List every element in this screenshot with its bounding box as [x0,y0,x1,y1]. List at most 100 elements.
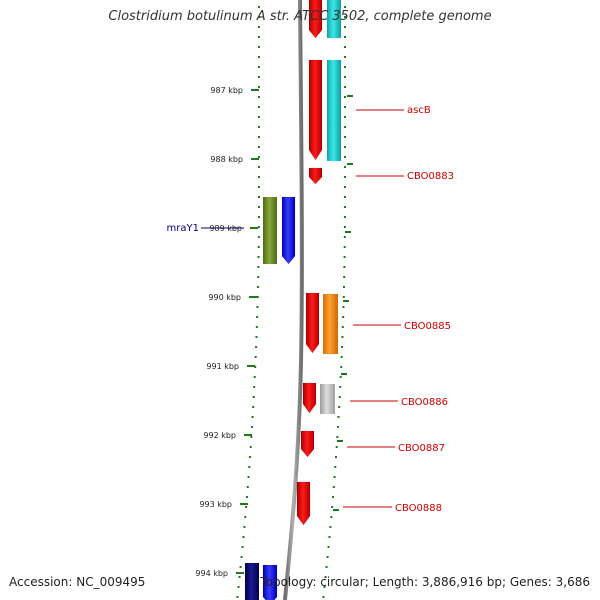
track-dot [239,566,242,568]
track-dot [343,226,346,228]
track-dot [344,96,346,98]
gene-label-ascB[interactable]: ascB [407,105,431,116]
track-dot [258,176,260,178]
track-dot [331,496,334,498]
track-dot [344,186,346,188]
track-dot [344,66,346,68]
track-dot [245,506,248,508]
length-value: 3,886,916 bp [421,575,502,589]
track-dot [252,396,255,398]
track-dot [247,476,250,478]
gene-label-CBO0887[interactable]: CBO0887 [398,443,445,454]
track-dot [258,126,260,128]
track-dot [333,476,336,478]
track-dot [341,346,344,348]
gene-label-CBO0883[interactable]: CBO0883 [407,171,454,182]
track-dot [246,486,249,488]
gene-feature-red [308,0,323,39]
scale-tick [341,373,347,375]
scale-tick [236,572,244,574]
scale-tick [251,89,259,91]
track-dot [252,406,255,408]
track-dot [258,36,260,38]
gene-label-CBO0885[interactable]: CBO0885 [404,321,451,332]
track-dot [244,516,247,518]
track-dot [344,76,346,78]
track-dot [344,156,346,158]
track-dot [336,426,339,428]
gene-feature-CBO0886 [302,382,317,414]
track-dot [340,356,343,358]
scale-tick [333,509,339,511]
gene-label-leaders [201,109,404,508]
track-dot [343,256,346,258]
track-dot [336,436,339,438]
gene-label-CBO0888[interactable]: CBO0888 [395,503,442,514]
gene-label-mraY1[interactable]: mraY1 [167,223,199,234]
track-dot [323,586,326,588]
track-dot [257,276,260,278]
track-dot [344,86,346,88]
track-dot [258,156,260,158]
gene-feature-CBO0888 [296,481,311,526]
track-dot [344,116,346,118]
track-dot [243,526,246,528]
track-dot [332,486,335,488]
track-dot [343,246,346,248]
track-dot [250,436,253,438]
gene-feature-ascB [308,59,323,161]
genome-title: Clostridium botulinum A str. ATCC 3502, … [108,9,492,24]
track-dot [255,326,258,328]
scale-tick [240,503,248,505]
track-dot [326,556,329,558]
track-dot [343,276,346,278]
track-dot [344,136,346,138]
track-dot [327,546,330,548]
track-dot [253,376,256,378]
track-dot [249,446,252,448]
genome-summary: Topology: circular; Length: 3,886,916 bp… [260,575,590,589]
track-dot [341,326,344,328]
scale-tick-labels: 987 kbp 988 kbp 989 kbp 990 kbp 991 kbp … [195,86,243,578]
track-dot [344,26,346,28]
track-dot [236,596,239,598]
track-dot [240,556,243,558]
gene-feature-CBO0883 [308,167,323,185]
track-dot [342,296,345,298]
track-dot [340,366,343,368]
track-dot [257,256,260,258]
track-dot [258,106,260,108]
track-dot [331,506,334,508]
track-dot [258,66,260,68]
track-dot [338,406,341,408]
track-dot [256,296,259,298]
accession-info: Accession: NC_009495 [9,575,145,589]
track-dot [258,96,260,98]
gene-feature-blue [262,564,278,600]
track-dot [242,536,245,538]
track-dot [258,86,260,88]
track-dot [344,146,346,148]
track-dot [324,576,327,578]
track-dot [237,586,240,588]
track-dot [343,216,346,218]
gene-name-labels: ascB CBO0883 mraY1 CBO0885 CBO0886 CBO08… [167,105,454,514]
track-dot [258,26,260,28]
track-dot [329,526,332,528]
track-dot [254,356,257,358]
track-dot [335,446,338,448]
scale-tick [343,300,349,302]
topology-label: Topology: [260,575,317,589]
gene-label-CBO0886[interactable]: CBO0886 [401,397,448,408]
track-dot [328,536,331,538]
gene-feature-CBO0887 [300,430,315,458]
track-dot [342,286,345,288]
track-dot [256,286,259,288]
track-dot [344,176,346,178]
track-dot [341,336,344,338]
track-dot [248,456,251,458]
tick-label: 994 kbp [195,569,228,578]
gene-feature-navy [245,563,259,600]
length-label: Length: [372,575,419,589]
track-dot [258,146,260,148]
